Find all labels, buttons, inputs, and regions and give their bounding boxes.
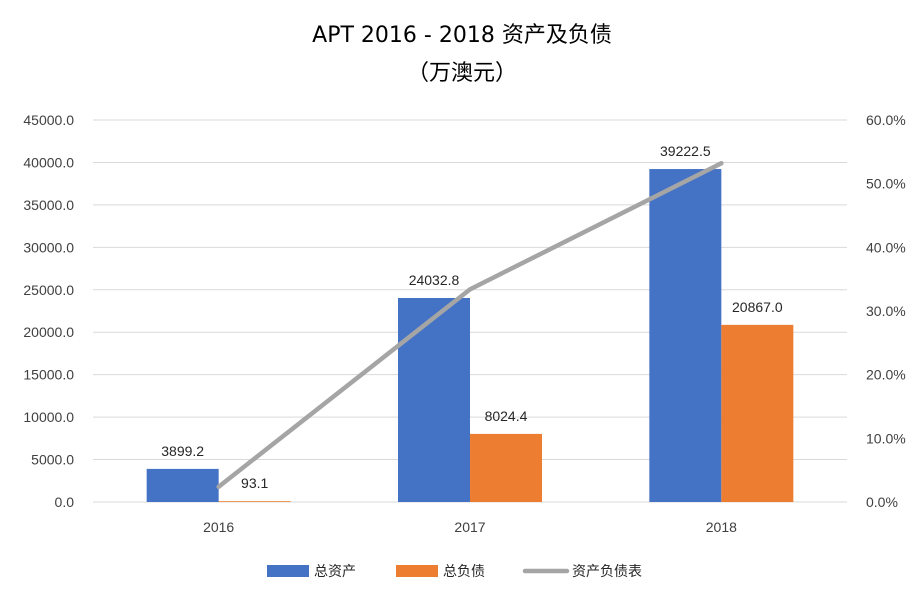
right-tick-label: 10.0% — [866, 430, 906, 446]
total-assets-label: 3899.2 — [161, 443, 204, 459]
right-tick-label: 20.0% — [866, 367, 906, 383]
right-tick-label: 0.0% — [866, 494, 898, 510]
total-assets-label: 24032.8 — [409, 272, 460, 288]
bars — [146, 169, 794, 502]
debt-ratio-point — [719, 161, 724, 166]
ratio-line — [216, 161, 724, 489]
left-tick-label: 20000.0 — [23, 324, 74, 340]
left-tick-label: 40000.0 — [23, 154, 74, 170]
total-liabilities-label: 20867.0 — [732, 299, 783, 315]
total-liabilities-label: 93.1 — [241, 475, 268, 491]
x-tick-label: 2017 — [454, 519, 485, 535]
total-liabilities-label: 8024.4 — [485, 408, 528, 424]
total-assets-bar — [398, 297, 470, 502]
total-assets-label: 39222.5 — [660, 143, 711, 159]
left-tick-label: 25000.0 — [23, 282, 74, 298]
left-tick-label: 30000.0 — [23, 239, 74, 255]
debt-ratio-point — [216, 484, 221, 489]
right-tick-label: 50.0% — [866, 176, 906, 192]
x-tick-label: 2016 — [203, 519, 234, 535]
chart-subtitle: （万澳元） — [407, 61, 517, 86]
legend-label: 总负债 — [443, 564, 485, 580]
x-tick-label: 2018 — [706, 519, 737, 535]
legend: 总资产 总负债 资产负债表 — [267, 564, 642, 580]
chart-title: APT 2016 - 2018 资产及负债 — [312, 23, 612, 48]
legend-label: 总资产 — [314, 564, 356, 580]
left-tick-label: 0.0 — [55, 494, 75, 510]
left-tick-label: 45000.0 — [23, 112, 74, 128]
right-tick-label: 40.0% — [866, 239, 906, 255]
left-tick-label: 15000.0 — [23, 367, 74, 383]
axes: 0.0 5000.0 10000.0 15000.0 20000.0 25000.0 300… — [23, 112, 905, 535]
right-tick-label: 60.0% — [866, 112, 906, 128]
left-tick-label: 5000.0 — [31, 452, 74, 468]
debt-ratio-point — [468, 287, 472, 292]
right-tick-label: 30.0% — [866, 303, 906, 319]
left-tick-label: 35000.0 — [23, 197, 74, 213]
total-liabilities-bar — [470, 433, 542, 502]
total-liabilities-bar — [218, 501, 291, 502]
legend-swatch — [396, 565, 438, 577]
total-assets-bar — [649, 169, 722, 502]
left-tick-label: 10000.0 — [23, 409, 74, 425]
total-liabilities-bar — [721, 324, 794, 502]
total-assets-bar — [146, 468, 219, 502]
legend-label: 资产负债表 — [572, 564, 642, 580]
data-labels: 3899.2 24032.8 39222.5 93.1 8024.4 20867.0 — [161, 143, 783, 491]
legend-swatch — [267, 565, 309, 577]
